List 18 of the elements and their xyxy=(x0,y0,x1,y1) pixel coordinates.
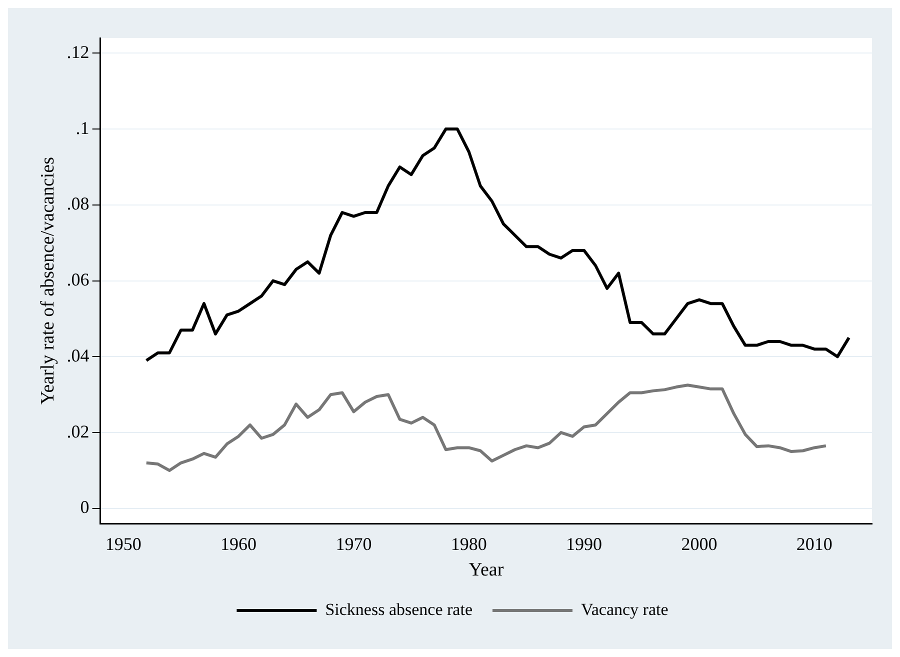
y-tick-label: .1 xyxy=(76,118,90,138)
x-tick-label: 1980 xyxy=(450,534,487,554)
x-tick-label: 1960 xyxy=(220,534,257,554)
x-tick-label: 1950 xyxy=(105,534,142,554)
y-tick-label: .12 xyxy=(66,42,90,62)
y-tick-label: .02 xyxy=(66,421,90,442)
x-tick-label: 2010 xyxy=(796,534,832,554)
y-tick-label: .08 xyxy=(66,194,90,214)
x-tick-label: 1990 xyxy=(566,534,602,554)
legend-label: Sickness absence rate xyxy=(325,600,472,619)
legend-label: Vacancy rate xyxy=(580,600,668,619)
x-axis-title: Year xyxy=(468,560,504,581)
y-axis-title: Yearly rate of absence/vacancies xyxy=(37,157,58,405)
y-tick-label: 0 xyxy=(80,497,90,518)
y-tick-label: .04 xyxy=(66,345,90,366)
x-tick-label: 1970 xyxy=(336,534,372,554)
y-tick-label: .06 xyxy=(66,270,90,290)
x-tick-label: 2000 xyxy=(681,534,718,554)
